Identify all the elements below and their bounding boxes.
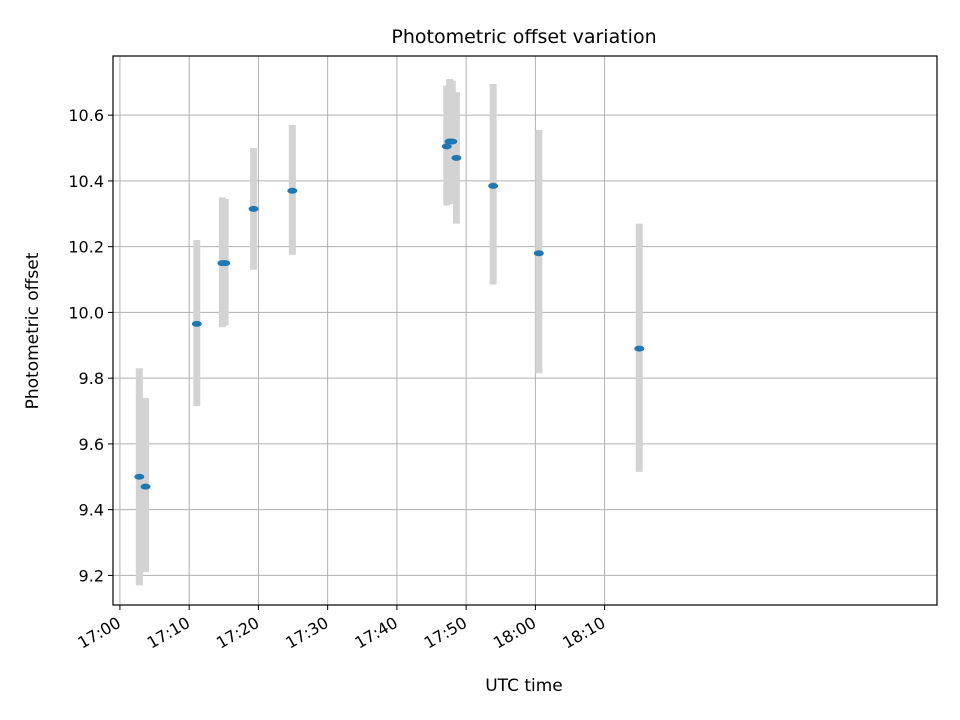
x-axis-label: UTC time bbox=[485, 676, 563, 696]
data-point bbox=[447, 138, 458, 145]
y-tick-label: 10.2 bbox=[68, 238, 104, 257]
data-points bbox=[134, 138, 645, 490]
data-point bbox=[634, 345, 645, 352]
data-point bbox=[134, 473, 145, 480]
y-tick-label: 10.4 bbox=[68, 172, 104, 191]
data-point bbox=[533, 250, 544, 257]
chart-title: Photometric offset variation bbox=[391, 26, 656, 48]
y-tick-label: 10.0 bbox=[68, 303, 104, 322]
grid bbox=[113, 56, 937, 605]
y-tick-label: 10.6 bbox=[68, 106, 104, 125]
y-tick-label: 9.4 bbox=[79, 501, 104, 520]
data-point bbox=[451, 154, 462, 161]
data-point bbox=[220, 260, 231, 267]
data-point bbox=[488, 182, 499, 189]
y-axis-label: Photometric offset bbox=[23, 252, 43, 409]
data-point bbox=[248, 205, 259, 212]
y-tick-label: 9.2 bbox=[79, 566, 104, 585]
data-point bbox=[441, 143, 452, 150]
data-point bbox=[287, 187, 298, 194]
y-tick-label: 9.8 bbox=[79, 369, 104, 388]
data-point bbox=[140, 483, 151, 490]
y-tick-label: 9.6 bbox=[79, 435, 104, 454]
data-point bbox=[191, 320, 202, 327]
plot-frame bbox=[112, 55, 938, 606]
